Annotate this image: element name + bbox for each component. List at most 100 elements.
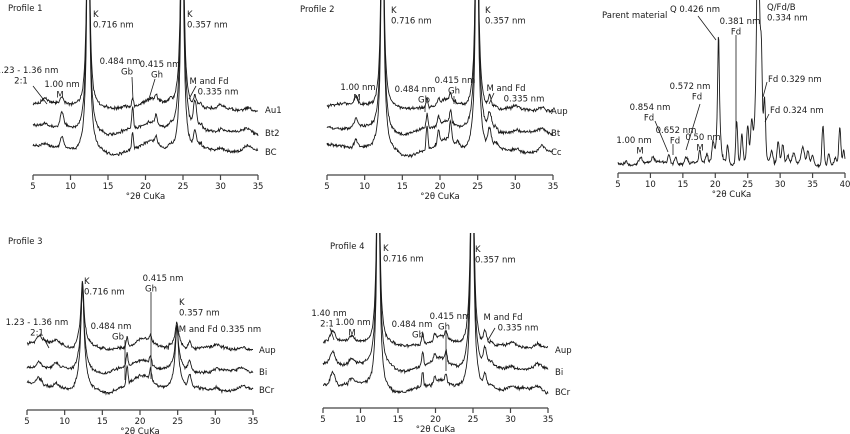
- xrd-trace-aup: [26, 280, 253, 352]
- x-axis-label: °2θ CuKa: [126, 192, 166, 202]
- x-tick-label: 15: [677, 180, 688, 190]
- peak-annotation: 1.23 - 1.36 nm: [6, 318, 69, 328]
- xrd-trace-bcr: [323, 233, 549, 395]
- panel-title-profile-1: Profile 1: [8, 4, 43, 14]
- x-tick-label: 30: [505, 415, 516, 425]
- xrd-trace-aup: [322, 233, 548, 350]
- x-tick-label: 25: [178, 182, 189, 192]
- peak-annotation: K: [84, 277, 90, 287]
- x-tick-label: 30: [775, 180, 786, 190]
- peak-annotation: 0.716 nm: [93, 21, 134, 31]
- x-tick-label: 30: [510, 182, 521, 192]
- peak-annotation: 1.00 nm: [44, 80, 79, 90]
- x-tick-label: 35: [543, 415, 554, 425]
- peak-annotation: M: [56, 91, 63, 101]
- peak-annotation: Fd 0.324 nm: [770, 106, 824, 116]
- x-tick-label: 20: [430, 415, 441, 425]
- peak-annotation: Q/Fd/B: [767, 3, 796, 13]
- peak-annotation: 0.484 nm: [91, 322, 132, 332]
- xrd-trace-bt: [326, 0, 554, 137]
- peak-annotation: M and Fd: [486, 84, 525, 94]
- x-tick-label: 15: [103, 182, 114, 192]
- peak-annotation: Fd 0.329 nm: [768, 75, 822, 85]
- peak-annotation: 0.484 nm: [392, 320, 433, 330]
- panel-title-profile-2: Profile 2: [300, 5, 335, 15]
- peak-annotation: Gh: [145, 285, 157, 295]
- peak-annotation: 0.357 nm: [475, 256, 516, 266]
- peak-annotation: Fd: [731, 28, 741, 38]
- peak-annotation: 0.357 nm: [187, 21, 228, 31]
- x-tick-label: 35: [807, 180, 818, 190]
- peak-annotation: K: [383, 244, 389, 254]
- peak-annotation: Gh: [448, 87, 460, 97]
- panel-title-parent-material: Parent material: [602, 11, 668, 21]
- trace-label-aup: Aup: [259, 346, 276, 356]
- peak-annotation: K: [93, 10, 99, 20]
- peak-annotation: 1.23 - 1.36 nm: [0, 66, 58, 76]
- x-tick-label: 15: [97, 417, 108, 427]
- peak-annotation: 0.415 nm: [143, 274, 184, 284]
- x-tick-label: 20: [435, 182, 446, 192]
- xrd-trace-bi: [322, 233, 549, 375]
- trace-label-au1: Au1: [265, 106, 282, 116]
- peak-annotation: M and Fd: [483, 313, 522, 323]
- peak-annotation: K: [391, 6, 397, 16]
- peak-annotation: 1.00 nm: [616, 136, 651, 146]
- annotation-leader-line: [487, 327, 496, 341]
- x-tick-label: 5: [615, 180, 620, 190]
- x-axis-label: °2θ CuKa: [712, 190, 752, 200]
- peak-annotation: Fd: [692, 93, 702, 103]
- peak-annotation: K: [187, 10, 193, 20]
- trace-label-bt: Bt: [551, 129, 561, 139]
- peak-annotation: Gh: [151, 71, 163, 81]
- trace-label-bcr: BCr: [555, 388, 571, 398]
- peak-annotation: 0.335 nm: [498, 324, 539, 334]
- annotation-leader-line: [42, 336, 50, 349]
- x-tick-label: 40: [840, 180, 850, 190]
- annotation-leader-line: [685, 103, 701, 151]
- peak-annotation: Fd: [644, 114, 654, 124]
- peak-annotation: 0.716 nm: [84, 288, 125, 298]
- xrd-trace-bc: [32, 0, 259, 157]
- x-tick-label: 10: [359, 182, 370, 192]
- x-axis-label: °2θ CuKa: [420, 192, 460, 202]
- peak-annotation: 1.00 nm: [335, 318, 370, 328]
- peak-annotation: Gh: [438, 323, 450, 333]
- x-tick-label: 35: [548, 182, 559, 192]
- x-tick-label: 5: [324, 182, 329, 192]
- annotation-leader-line: [329, 327, 335, 341]
- x-tick-label: 15: [397, 182, 408, 192]
- x-tick-label: 5: [320, 415, 325, 425]
- peak-annotation: 0.484 nm: [395, 85, 436, 95]
- peak-annotation: 0.334 nm: [767, 14, 808, 24]
- x-tick-label: 5: [24, 417, 29, 427]
- peak-annotation: 2:1: [320, 320, 334, 330]
- annotation-leader-line: [697, 15, 717, 41]
- trace-label-bi: Bi: [555, 368, 563, 378]
- x-tick-label: 35: [253, 182, 264, 192]
- peak-annotation: Gb: [412, 331, 424, 341]
- x-tick-label: 35: [248, 417, 259, 427]
- x-tick-label: 10: [65, 182, 76, 192]
- peak-annotation: 0.381 nm: [720, 17, 761, 27]
- x-tick-label: 10: [355, 415, 366, 425]
- x-tick-label: 20: [710, 180, 721, 190]
- x-tick-label: 25: [742, 180, 753, 190]
- peak-annotation: M and Fd: [189, 77, 228, 87]
- peak-annotation: M: [348, 329, 355, 339]
- peak-annotation: 0.572 nm: [670, 82, 711, 92]
- trace-label-aup: Aup: [555, 346, 572, 356]
- x-tick-label: 30: [210, 417, 221, 427]
- peak-annotation: Q 0.426 nm: [670, 5, 720, 15]
- annotation-leader-line: [488, 92, 495, 105]
- peak-annotation: 0.652 nm: [656, 126, 697, 136]
- peak-annotation: 0.716 nm: [391, 17, 432, 27]
- trace-label-aup: Aup: [551, 107, 568, 117]
- annotation-leader-line: [764, 113, 770, 123]
- trace-label-bi: Bi: [259, 368, 267, 378]
